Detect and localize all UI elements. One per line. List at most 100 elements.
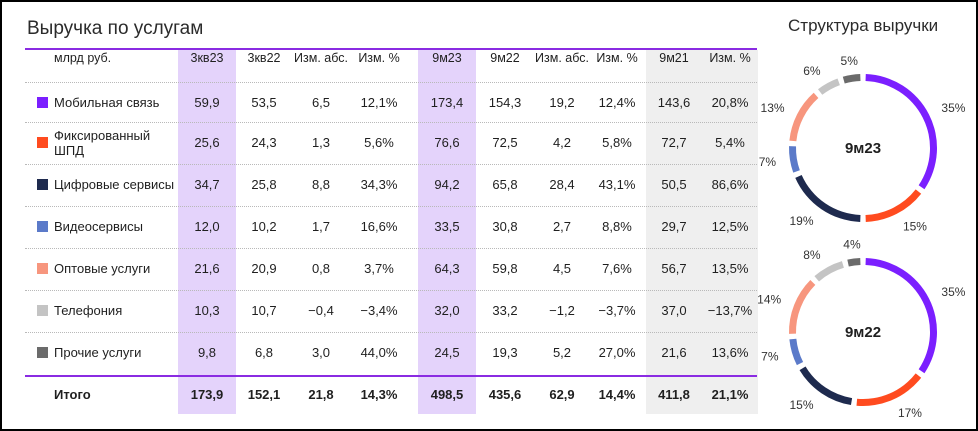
table-cell: 12,4% xyxy=(598,95,636,110)
table-cell: 173,4 xyxy=(430,95,464,110)
ring-slice xyxy=(789,92,819,142)
table-cell: 53,5 xyxy=(251,95,277,110)
table-cell: 5,6% xyxy=(364,135,394,150)
row-divider xyxy=(25,82,757,83)
table-cell: 30,8 xyxy=(492,219,518,234)
table-cell: 20,8% xyxy=(711,95,749,110)
table-cell: 154,3 xyxy=(488,95,522,110)
table-cell: 24,5 xyxy=(434,345,460,360)
column-highlight-9m23 xyxy=(418,50,476,414)
row-divider xyxy=(25,122,757,123)
total-cell: 62,9 xyxy=(549,387,575,402)
table-cell: 34,3% xyxy=(360,177,398,192)
ring-center-label: 9м22 xyxy=(845,324,881,341)
table-cell: −3,4% xyxy=(360,303,398,318)
total-cell: 14,4% xyxy=(598,387,636,402)
column-highlight-3q23 xyxy=(178,50,236,414)
table-cell: 0,8 xyxy=(311,261,331,276)
table-cell: 37,0 xyxy=(661,303,687,318)
legend-swatch xyxy=(37,347,48,358)
ring-slice xyxy=(789,338,804,366)
table-cell: 7,6% xyxy=(602,261,632,276)
ring-slice xyxy=(799,366,853,406)
row-label: Мобильная связь xyxy=(54,95,160,110)
table-cell: −3,7% xyxy=(598,303,636,318)
ring-slice xyxy=(818,78,840,95)
ring-slice-label: 5% xyxy=(841,54,859,68)
legend-swatch xyxy=(37,179,48,190)
table-cell: 64,3 xyxy=(434,261,460,276)
ring-slice xyxy=(842,74,861,84)
table-cell: 56,7 xyxy=(661,261,687,276)
header-unit: млрд руб. xyxy=(54,51,112,65)
column-header: 3кв23 xyxy=(190,51,224,65)
legend-swatch xyxy=(37,263,48,274)
column-header: Изм. абс. xyxy=(294,51,348,65)
total-rule xyxy=(25,375,757,377)
ring-slice xyxy=(795,174,861,222)
table-cell: 2,7 xyxy=(552,219,572,234)
ring-slice xyxy=(865,258,937,374)
table-cell: 16,6% xyxy=(360,219,398,234)
column-header: Изм. абс. xyxy=(535,51,589,65)
total-cell: 152,1 xyxy=(247,387,281,402)
legend-swatch xyxy=(37,97,48,108)
ring-center-label: 9м23 xyxy=(845,140,881,157)
table-cell: 19,3 xyxy=(492,345,518,360)
ring-slice-label: 15% xyxy=(903,219,927,233)
ring-slice xyxy=(856,373,922,406)
table-cell: 29,7 xyxy=(661,219,687,234)
row-divider xyxy=(25,332,757,333)
ring-charts-title: Структура выручки xyxy=(788,16,939,35)
table-cell: 5,8% xyxy=(602,135,632,150)
ring-slice xyxy=(814,261,844,282)
ring-slice-label: 13% xyxy=(761,101,785,115)
table-cell: 25,6 xyxy=(194,135,220,150)
total-cell: 498,5 xyxy=(430,387,464,402)
table-cell: 10,7 xyxy=(251,303,277,318)
table-cell: 44,0% xyxy=(360,345,398,360)
ring-slice-label: 7% xyxy=(761,350,779,364)
table-cell: 6,8 xyxy=(254,345,274,360)
row-label: Оптовые услуги xyxy=(54,261,151,276)
table-cell: 32,0 xyxy=(434,303,460,318)
row-divider xyxy=(25,206,757,207)
legend-swatch xyxy=(37,305,48,316)
table-cell: 9,8 xyxy=(197,345,217,360)
row-divider xyxy=(25,290,757,291)
column-header: Изм. % xyxy=(358,51,400,65)
ring-slice-label: 8% xyxy=(803,248,821,262)
legend-swatch xyxy=(37,221,48,232)
total-cell: 173,9 xyxy=(190,387,224,402)
ring-chart-9m23: 35% 15% 19% 7% 13% 6% 5% 9м23 xyxy=(759,54,966,233)
table-cell: 33,5 xyxy=(434,219,460,234)
column-header: 9м23 xyxy=(432,51,462,65)
table-cell: 10,3 xyxy=(194,303,220,318)
table-cell: 25,8 xyxy=(251,177,277,192)
column-header: 9м21 xyxy=(659,51,689,65)
total-label: Итого xyxy=(54,387,91,402)
table-cell: 76,6 xyxy=(434,135,460,150)
ring-slice-label: 4% xyxy=(843,238,861,252)
ring-slice xyxy=(865,74,937,190)
table-cell: 34,7 xyxy=(194,177,220,192)
table-cell: 3,0 xyxy=(311,345,331,360)
table-cell: 27,0% xyxy=(598,345,636,360)
total-cell: 14,3% xyxy=(360,387,398,402)
total-cell: 411,8 xyxy=(658,387,690,402)
ring-slice xyxy=(865,189,922,222)
ring-slice-label: 35% xyxy=(941,285,965,299)
table-cell: 5,4% xyxy=(715,135,745,150)
ring-slice-label: 14% xyxy=(758,293,781,307)
table-cell: 12,1% xyxy=(360,95,398,110)
ring-slice-label: 7% xyxy=(759,155,777,169)
table-cell: 20,9 xyxy=(251,261,277,276)
table-cell: 13,5% xyxy=(711,261,749,276)
table-cell: 72,5 xyxy=(492,135,518,150)
table-cell: 59,9 xyxy=(194,95,220,110)
table-cell: 13,6% xyxy=(711,345,749,360)
ring-slice-label: 17% xyxy=(898,406,922,420)
table-cell: 86,6% xyxy=(711,177,749,192)
table-cell: 72,7 xyxy=(661,135,687,150)
